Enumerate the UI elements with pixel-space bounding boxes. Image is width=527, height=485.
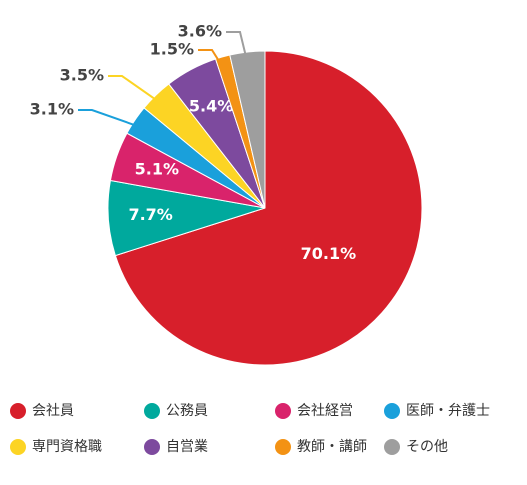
legend-label: 会社経営 [297, 403, 353, 419]
legend-label: 公務員 [166, 403, 208, 419]
pie-slice [229, 50, 266, 209]
legend-swatch [10, 403, 26, 419]
leader-line [198, 49, 229, 76]
value-label: 5.4% [189, 96, 233, 115]
legend-label: 専門資格職 [32, 439, 102, 455]
legend-swatch [384, 439, 400, 455]
value-label: 5.1% [135, 160, 179, 179]
legend-swatch [275, 403, 291, 419]
value-label: 3.6% [178, 22, 222, 41]
value-label: 1.5% [150, 40, 194, 59]
leader-line [78, 109, 151, 132]
legend-label: その他 [406, 439, 448, 455]
value-label: 70.1% [301, 244, 357, 263]
legend-swatch [275, 439, 291, 455]
value-label: 3.5% [60, 66, 104, 85]
legend-label: 会社員 [32, 403, 74, 419]
legend-swatch [144, 403, 160, 419]
legend-label: 自営業 [166, 439, 208, 455]
leader-line [226, 31, 251, 71]
legend-label: 教師・講師 [297, 439, 367, 455]
pie-slice [114, 50, 423, 366]
legend-swatch [144, 439, 160, 455]
leader-line [108, 75, 170, 110]
legend-label: 医師・弁護士 [406, 403, 490, 419]
value-label: 3.1% [30, 100, 74, 119]
value-label: 7.7% [128, 205, 172, 224]
legend-swatch [10, 439, 26, 455]
legend-swatch [384, 403, 400, 419]
